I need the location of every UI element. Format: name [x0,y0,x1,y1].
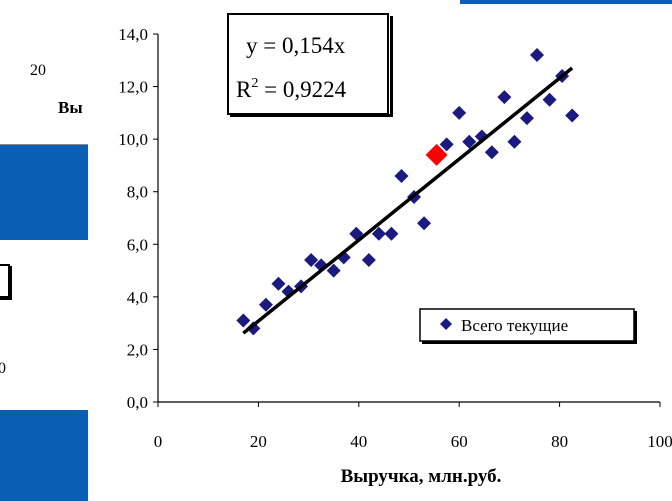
chart-panel: 0,0 2,0 4,0 6,0 8,0 10,0 12,0 14,0 0 20 40 60 80 100 В… [88,4,672,501]
x-tick-label: 80 [551,432,568,451]
y-tick-label: 14,0 [118,25,148,44]
legend-shadow [634,311,637,343]
y-tick-label: 12,0 [118,78,148,97]
scatter-chart: 0,0 2,0 4,0 6,0 8,0 10,0 12,0 14,0 0 20 40 60 80 100 В… [118,13,672,487]
x-tick-label: 60 [451,432,468,451]
background-axis-label: Вы [58,98,83,117]
data-point [361,253,376,268]
data-point [281,284,296,299]
trend-equation: y = 0,154x [246,33,346,58]
x-axis-title: Выручка, млн.руб. [341,466,502,487]
y-tick-label: 8,0 [127,183,148,202]
data-point [271,276,286,291]
highlighted-point [425,143,448,166]
y-tick-label: 2,0 [127,340,148,359]
y-tick-label: 10,0 [118,130,148,149]
data-point [452,105,467,120]
equation-box [227,13,389,115]
y-tick-label: 6,0 [127,235,148,254]
data-point [484,145,499,160]
axes [153,33,661,407]
r-squared: R2 = 0,9224 [236,76,347,102]
data-point [507,134,522,149]
data-point [462,134,477,149]
background-chart-fragment-lower [0,240,97,410]
legend-box [419,308,635,342]
background-tick-label-lower: 0 [0,360,6,377]
x-tick-label: 0 [154,432,163,451]
legend-marker [440,318,452,330]
equation-box-shadow [390,16,393,116]
equation-box-shadow-bottom [230,114,393,117]
background-chart-fragment [0,14,97,145]
data-point [565,108,580,123]
axis-labels: 0,0 2,0 4,0 6,0 8,0 10,0 12,0 14,0 0 20 40 60 80 100 В… [118,25,672,487]
data-point [439,137,454,152]
data-point [530,48,545,63]
data-point [246,321,261,336]
background-tick-label: 20 [30,62,46,79]
legend-shadow-bottom [422,341,637,344]
data-point [258,297,273,312]
data-point [236,313,251,328]
x-tick-label: 40 [350,432,367,451]
data-point [336,250,351,265]
legend-label: Всего текущие [461,316,568,335]
data-point [371,226,386,241]
x-tick-label: 100 [647,432,672,451]
y-tick-label: 4,0 [127,288,148,307]
trendline [242,66,574,335]
trendline-group [242,66,574,335]
data-point [497,90,512,105]
data-point [326,263,341,278]
data-point [542,92,557,107]
y-tick-label: 0,0 [127,393,148,412]
data-point [304,253,319,268]
data-point [519,111,534,126]
data-point [417,216,432,231]
data-point [384,226,399,241]
data-point [394,168,409,183]
background-legend-fragment [0,264,10,298]
x-tick-label: 20 [250,432,267,451]
